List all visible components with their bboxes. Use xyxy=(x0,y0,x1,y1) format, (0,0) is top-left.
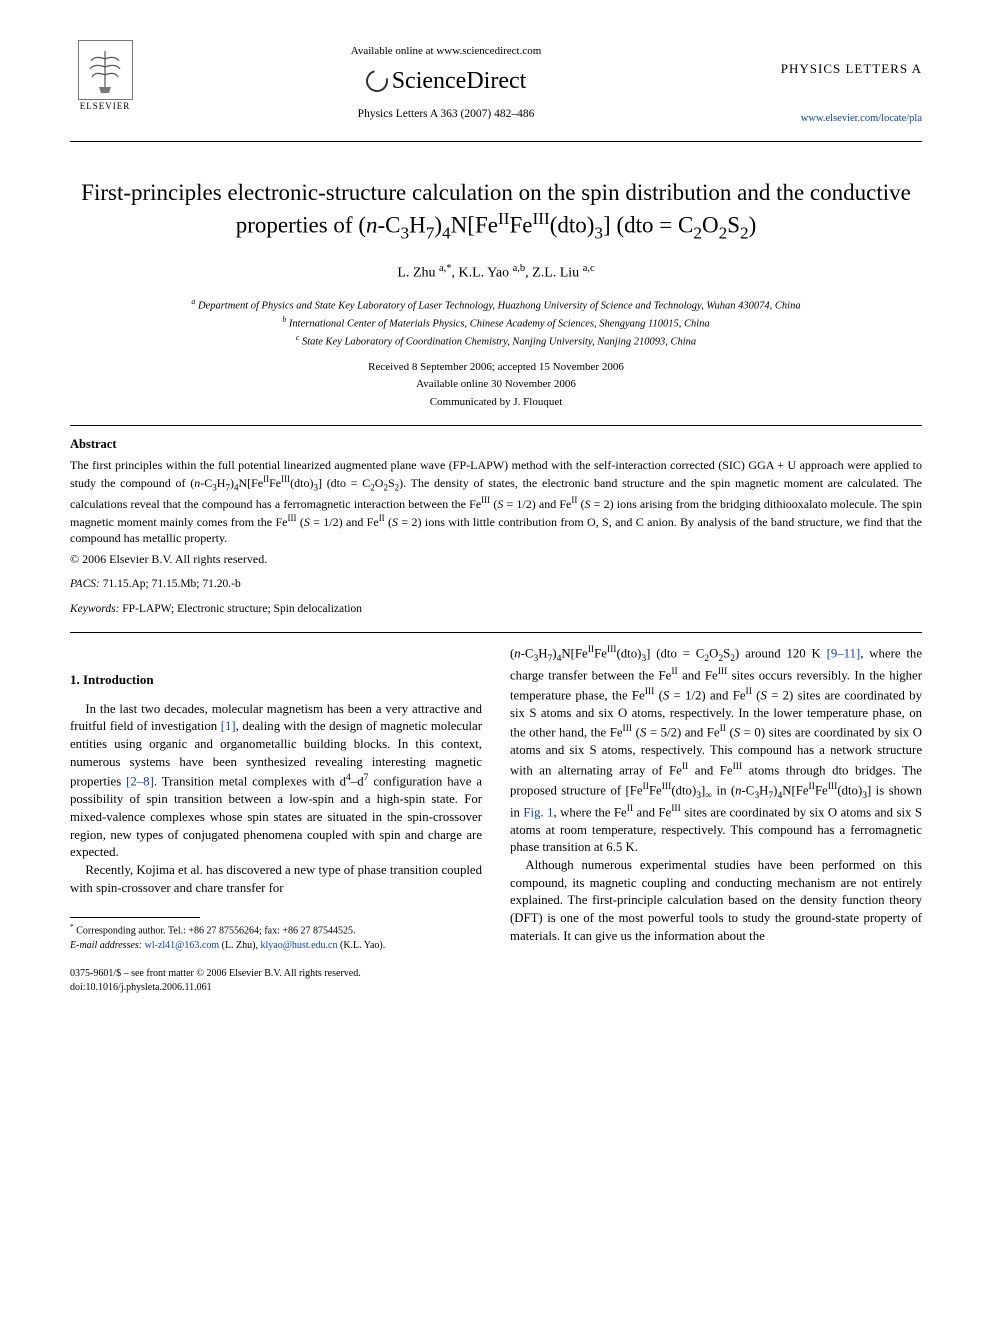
abstract-copyright: © 2006 Elsevier B.V. All rights reserved… xyxy=(70,551,922,567)
elsevier-label: ELSEVIER xyxy=(80,100,131,112)
communicated-by: Communicated by J. Flouquet xyxy=(70,394,922,412)
pacs-line: PACS: 71.15.Ap; 71.15.Mb; 71.20.-b xyxy=(70,577,922,593)
keywords-line: Keywords: FP-LAPW; Electronic structure;… xyxy=(70,602,922,618)
header-rule xyxy=(70,141,922,142)
email-addresses: E-mail addresses: wl-zl41@163.com (L. Zh… xyxy=(70,939,482,953)
pacs-value: 71.15.Ap; 71.15.Mb; 71.20.-b xyxy=(103,578,241,590)
sciencedirect-text: ScienceDirect xyxy=(392,65,527,97)
keywords-value: FP-LAPW; Electronic structure; Spin delo… xyxy=(122,603,362,615)
sd-swirl-icon xyxy=(362,66,392,96)
received-date: Received 8 September 2006; accepted 15 N… xyxy=(70,359,922,377)
pacs-label: PACS: xyxy=(70,578,100,590)
section-1-heading: 1. Introduction xyxy=(70,671,482,689)
affiliation-a: a Department of Physics and State Key La… xyxy=(70,296,922,314)
abstract-top-rule xyxy=(70,425,922,426)
right-header: PHYSICS LETTERS A www.elsevier.com/locat… xyxy=(752,40,922,126)
abstract-bottom-rule xyxy=(70,632,922,633)
abstract-text: The first principles within the full pot… xyxy=(70,457,922,546)
available-online: Available online at www.sciencedirect.co… xyxy=(140,44,752,59)
dates-block: Received 8 September 2006; accepted 15 N… xyxy=(70,359,922,412)
intro-para-3: (n-C3H7)4N[FeIIFeIII(dto)3] (dto = C2O2S… xyxy=(510,643,922,857)
journal-name: PHYSICS LETTERS A xyxy=(752,60,922,78)
sciencedirect-logo: ScienceDirect xyxy=(140,65,752,97)
affiliation-b: b International Center of Materials Phys… xyxy=(70,314,922,332)
footer-block: 0375-9601/$ – see front matter © 2006 El… xyxy=(70,967,482,995)
intro-para-1: In the last two decades, molecular magne… xyxy=(70,701,482,862)
affiliation-c: c State Key Laboratory of Coordination C… xyxy=(70,332,922,350)
header-row: ELSEVIER Available online at www.science… xyxy=(70,40,922,127)
center-header: Available online at www.sciencedirect.co… xyxy=(140,40,752,127)
doi: doi:10.1016/j.physleta.2006.11.061 xyxy=(70,981,482,995)
abstract-heading: Abstract xyxy=(70,436,922,453)
body-columns: 1. Introduction In the last two decades,… xyxy=(70,643,922,995)
journal-reference: Physics Letters A 363 (2007) 482–486 xyxy=(140,107,752,123)
corresponding-author: * Corresponding author. Tel.: +86 27 875… xyxy=(70,922,482,938)
elsevier-logo: ELSEVIER xyxy=(70,40,140,120)
front-matter: 0375-9601/$ – see front matter © 2006 El… xyxy=(70,967,482,981)
locate-link[interactable]: www.elsevier.com/locate/pla xyxy=(752,112,922,126)
keywords-label: Keywords: xyxy=(70,603,119,615)
article-title: First-principles electronic-structure ca… xyxy=(70,178,922,245)
authors: L. Zhu a,*, K.L. Yao a,b, Z.L. Liu a,c xyxy=(70,262,922,284)
intro-para-2: Recently, Kojima et al. has discovered a… xyxy=(70,862,482,897)
intro-para-4: Although numerous experimental studies h… xyxy=(510,857,922,945)
elsevier-tree-icon xyxy=(78,40,133,100)
footnote-separator xyxy=(70,917,200,918)
online-date: Available online 30 November 2006 xyxy=(70,376,922,394)
